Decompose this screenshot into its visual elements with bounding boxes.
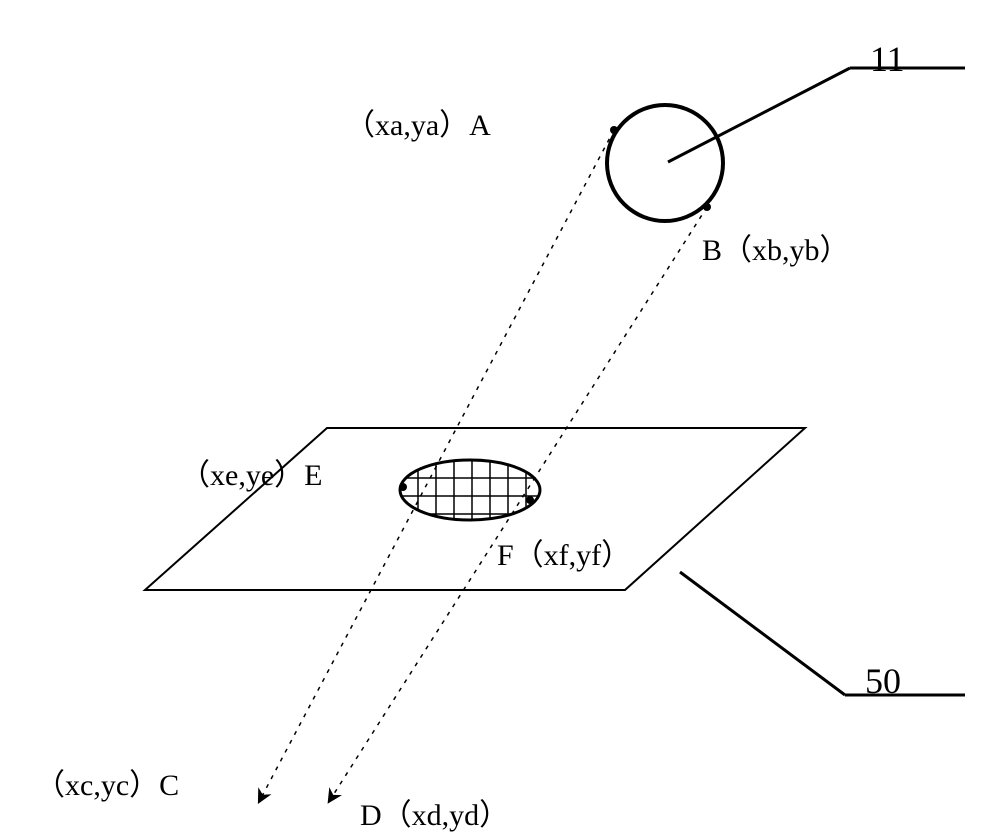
diagram-canvas: 11 50 （xa,ya）A B（xb,yb） （xe,ye）E F（xf,yf…	[0, 0, 1000, 827]
point-F-dot	[526, 496, 534, 504]
point-A-dot	[610, 126, 618, 134]
diagram-svg	[0, 0, 1000, 827]
label-point-E: （xe,ye）E	[180, 450, 322, 494]
projected-ellipse	[400, 460, 540, 520]
ray-BD	[330, 207, 707, 800]
label-point-F: F（xf,yf）	[497, 530, 631, 574]
point-E-dot	[399, 483, 407, 491]
leader-line-50a	[680, 572, 845, 695]
label-11: 11	[870, 38, 905, 80]
label-50: 50	[865, 660, 901, 702]
label-point-C: （xc,yc）C	[35, 760, 179, 804]
point-B-dot	[703, 203, 711, 211]
label-point-A: （xa,ya）A	[345, 100, 491, 144]
label-point-D: D（xd,yd）	[360, 790, 509, 834]
label-point-B: B（xb,yb）	[702, 225, 850, 269]
